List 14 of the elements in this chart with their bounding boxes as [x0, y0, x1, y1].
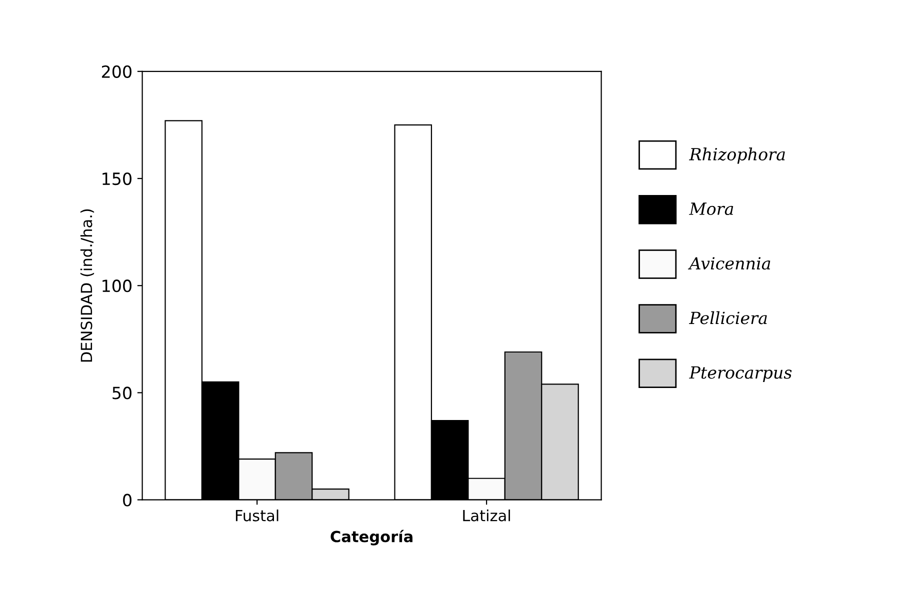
- y-axis-title: DENSIDAD (ind./ha.): [80, 209, 94, 362]
- y-tick-label: 200: [102, 65, 132, 78]
- y-tick-label: 0: [123, 494, 132, 506]
- legend-label: Rhizophora: [688, 148, 785, 164]
- x-tick-label: Latizal: [463, 510, 510, 522]
- x-axis-title: Categoría: [330, 530, 412, 546]
- y-tick-label: 100: [102, 280, 132, 292]
- legend-label: Pelliciera: [688, 311, 767, 324]
- legend-label: Mora: [688, 202, 734, 216]
- x-tick-label: Fustal: [236, 510, 278, 522]
- y-tick-label: 150: [102, 172, 132, 186]
- legend-label: Pterocarpus: [688, 366, 792, 382]
- legend-label: Avicennia: [688, 257, 770, 270]
- y-tick-label: 50: [112, 386, 132, 400]
